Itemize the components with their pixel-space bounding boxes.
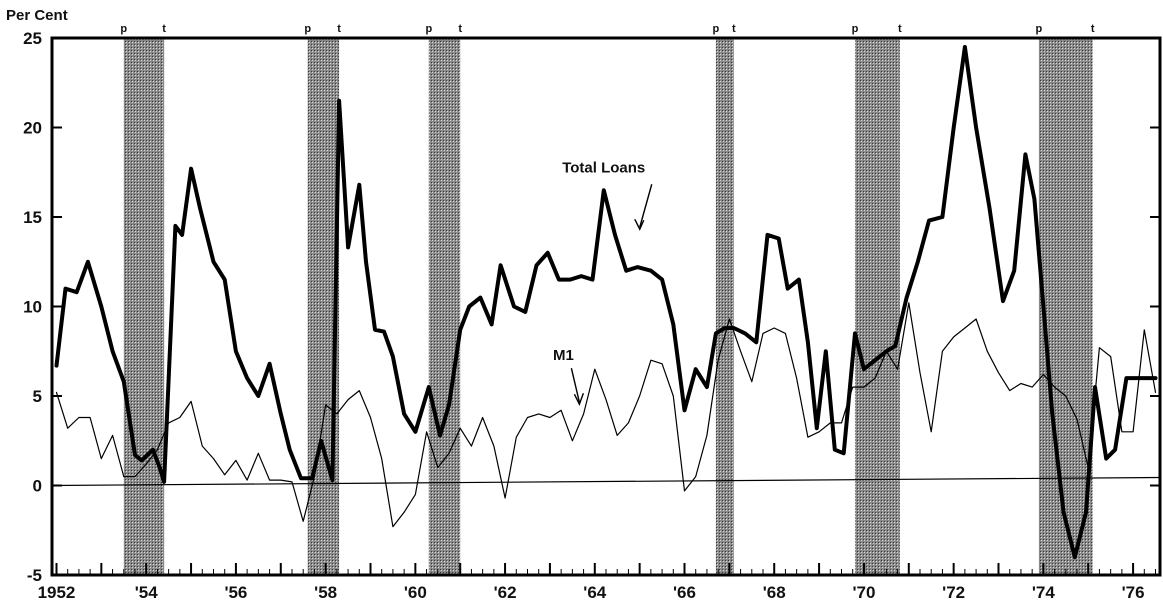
x-tick-label: '68 — [763, 583, 786, 602]
recession-trough-label: t — [162, 23, 166, 35]
annotation-arrowhead-m1 — [573, 392, 585, 406]
recession-band-3 — [428, 38, 461, 575]
y-tick-label: -5 — [27, 566, 42, 585]
recession-band-5 — [854, 38, 900, 575]
y-tick-label: 20 — [23, 119, 42, 138]
series-line-m1 — [55, 302, 1157, 528]
recession-trough-label: t — [458, 23, 462, 35]
annotation-m1: M1 — [553, 347, 574, 364]
x-tick-label: '74 — [1032, 583, 1055, 602]
x-axis-ticks: 1952 '54 '56 '58 '60 '62 '64 '66 '68 '70 '72 '74 '76 — [38, 563, 1157, 602]
recession-peak-label: p — [425, 23, 432, 35]
x-tick-label: '58 — [314, 583, 337, 602]
annotations: Total Loans M1 — [553, 159, 653, 406]
annotation-arrow-m1 — [570, 368, 581, 403]
x-tick-label: '60 — [404, 583, 427, 602]
x-tick-label: '56 — [224, 583, 247, 602]
recession-peak-label: p — [852, 23, 859, 35]
recession-band-4 — [715, 38, 734, 575]
series-line-total-loans — [54, 45, 1158, 560]
recession-band-6 — [1038, 38, 1093, 575]
x-tick-label: 1952 — [38, 583, 76, 602]
x-tick-label: '76 — [1122, 583, 1145, 602]
y-tick-label: 0 — [33, 477, 42, 496]
x-tick-label: '54 — [135, 583, 158, 602]
x-tick-label: '70 — [852, 583, 875, 602]
zero-line — [51, 476, 1161, 487]
x-tick-label: '66 — [673, 583, 696, 602]
recession-trough-label: t — [337, 23, 341, 35]
x-tick-label: '72 — [942, 583, 965, 602]
recession-peak-label: p — [120, 23, 127, 35]
recession-bands — [123, 38, 1093, 575]
y-axis-label: Per Cent — [6, 7, 68, 24]
annotation-arrowhead-total-loans — [634, 218, 645, 231]
y-tick-label: 10 — [23, 298, 42, 317]
recession-band-1 — [123, 38, 165, 575]
recession-trough-label: t — [732, 23, 736, 35]
recession-trough-label: t — [1091, 23, 1095, 35]
x-tick-label: '64 — [583, 583, 606, 602]
recession-peak-label: p — [1036, 23, 1043, 35]
y-axis-ticks: 25 20 15 10 5 0 -5 — [23, 29, 1160, 585]
y-tick-label: 25 — [23, 29, 42, 48]
annotation-total-loans: Total Loans — [562, 159, 645, 176]
annotation-arrow-total-loans — [639, 184, 653, 228]
y-tick-label: 15 — [23, 208, 42, 227]
recession-peak-label: p — [304, 23, 311, 35]
recession-trough-label: t — [898, 23, 902, 35]
x-tick-label: '62 — [494, 583, 517, 602]
plot-frame — [50, 36, 1162, 577]
y-tick-label: 5 — [33, 387, 42, 406]
recession-peak-label: p — [713, 23, 720, 35]
series-lines — [54, 45, 1158, 560]
